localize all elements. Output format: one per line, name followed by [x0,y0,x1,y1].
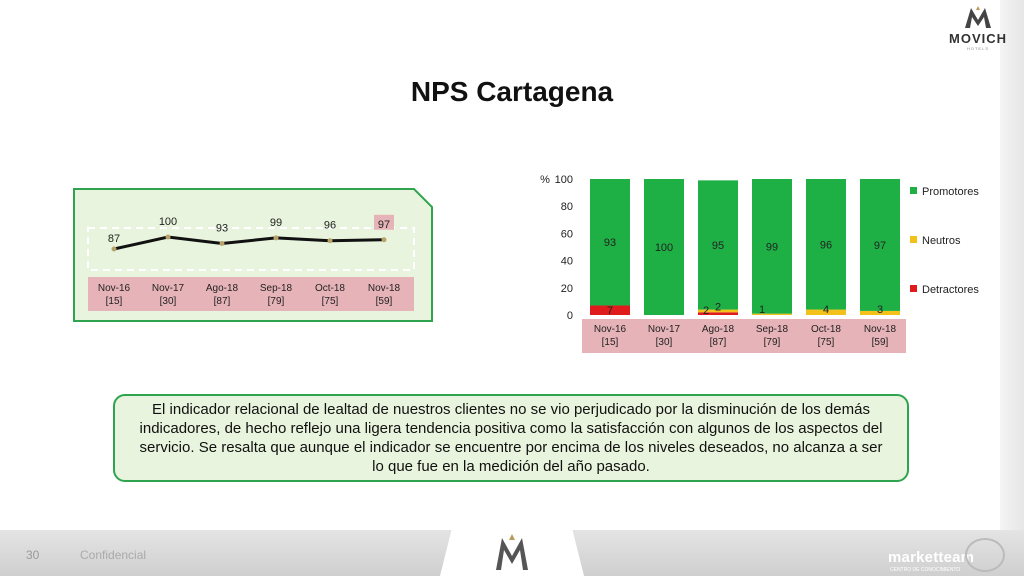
bar-x-tick-label: Nov-16 [594,324,627,335]
line-x-tick-note: [87] [214,296,231,307]
movich-m-icon [965,6,991,28]
bar-data-label: 2 [715,301,721,313]
bar-y-tick-label: 40 [561,256,573,268]
line-x-tick-label: Nov-18 [368,283,401,294]
line-x-tick-label: Nov-16 [98,283,131,294]
line-point [219,240,225,246]
legend-swatch-neutros [910,236,917,243]
bar-x-tick-note: [75] [818,337,835,348]
page-number: 30 [26,548,40,562]
line-chart-dashed-box [87,227,415,271]
line-x-tick-label: Nov-17 [152,283,185,294]
summary-text: El indicador relacional de lealtad de nu… [139,401,883,475]
bar-y-tick-label: 20 [561,283,573,295]
line-data-label: 100 [159,216,177,228]
bar-x-tick-note: [59] [872,337,889,348]
line-chart-axis-strip [88,277,414,311]
right-shade [1000,0,1024,530]
bar-x-tick-label: Sep-18 [756,324,789,335]
bar-x-tick-label: Ago-18 [702,324,735,335]
bar-segment-promotores [806,179,846,310]
bar-data-label: 96 [820,239,832,251]
bar-data-label: 100 [655,242,673,254]
line-point [273,235,279,241]
line-x-tick-label: Ago-18 [206,283,239,294]
bar-data-label: 99 [766,241,778,253]
line-point [111,246,117,252]
bar-x-tick-note: [79] [764,337,781,348]
bar-x-tick-label: Nov-18 [864,324,897,335]
line-x-tick-label: Oct-18 [315,283,345,294]
bar-x-tick-label: Nov-17 [648,324,681,335]
bar-x-tick-note: [87] [710,337,727,348]
page-title: NPS Cartagena [410,76,614,107]
marketteam-logo: marketteam [888,549,975,566]
nps-line [113,235,385,251]
marketteam-sub: CENTRO DE CONOCIMIENTO [890,567,961,573]
confidential-label: Confidencial [80,548,147,562]
bar-data-label: 97 [874,240,886,252]
line-data-label: 97 [378,219,390,231]
footer-logo-plate [440,530,584,576]
bar-segment-promotores [590,179,630,306]
line-x-tick-note: [30] [160,296,177,307]
brain-icon [965,538,1005,572]
bar-data-label: 3 [877,304,883,316]
bar-segment-neutros [860,310,900,315]
legend-swatch-promotores [910,187,917,194]
line-point [165,234,171,240]
movich-logo: MOVICH HOTELS [938,6,1018,51]
bar-data-label: 95 [712,240,724,252]
bar-segment-neutros [698,309,738,313]
legend-swatch-detractores [910,285,917,292]
bar-segment-neutros [806,309,846,315]
bar-data-label: 93 [604,237,616,249]
bar-data-label: 2 [703,305,709,317]
nps-line-chart: 87 Nov-16 [15] 100 Nov-17 [30] 93 Ago-18 [87] 99 S… [73,188,433,322]
line-label-highlight [374,214,394,230]
line-data-label: 87 [108,233,120,245]
bar-segment-neutros [752,313,792,315]
bar-data-label: 4 [823,304,829,316]
bar-y-tick-label: 100 [555,174,573,186]
summary-textbox: El indicador relacional de lealtad de nu… [113,394,909,482]
logo-word: MOVICH [949,31,1007,46]
line-x-tick-note: [75] [322,296,339,307]
line-x-tick-label: Sep-18 [260,283,293,294]
bar-segment-promotores [698,180,738,310]
footer-m-icon [496,534,528,570]
bar-data-label: 7 [607,305,613,317]
line-data-label: 99 [270,217,282,229]
line-point [327,238,333,244]
line-x-tick-note: [59] [376,296,393,307]
bar-x-tick-label: Oct-18 [811,324,841,335]
legend-label-neutros: Neutros [922,235,961,247]
line-data-label: 96 [324,220,336,232]
legend-label-promotores: Promotores [922,186,979,198]
line-data-label: 93 [216,222,228,234]
bar-segment-promotores [752,179,792,314]
line-x-tick-note: [79] [268,296,285,307]
bar-segment-detractores [698,312,738,315]
bar-segment-promotores [644,179,684,315]
line-point [381,237,387,243]
bar-chart-axis-strip [582,319,906,353]
nps-stacked-bar-chart: % 0 20 40 60 80 100 7 93 Nov-16 [15] 100 Nov-17 [30] 2… [540,174,979,353]
bar-x-tick-note: [15] [602,337,619,348]
bar-data-label: 1 [759,304,765,316]
bar-y-tick-label: 60 [561,228,573,240]
bar-segment-detractores [590,305,630,315]
bar-x-tick-note: [30] [656,337,673,348]
bar-y-tick-label: 0 [567,310,573,322]
logo-sub: HOTELS [966,46,989,51]
bar-segment-promotores [860,179,900,311]
bar-y-axis-label: % [540,174,550,186]
line-x-tick-note: [15] [106,296,123,307]
legend-label-detractores: Detractores [922,284,979,296]
bar-y-tick-label: 80 [561,201,573,213]
